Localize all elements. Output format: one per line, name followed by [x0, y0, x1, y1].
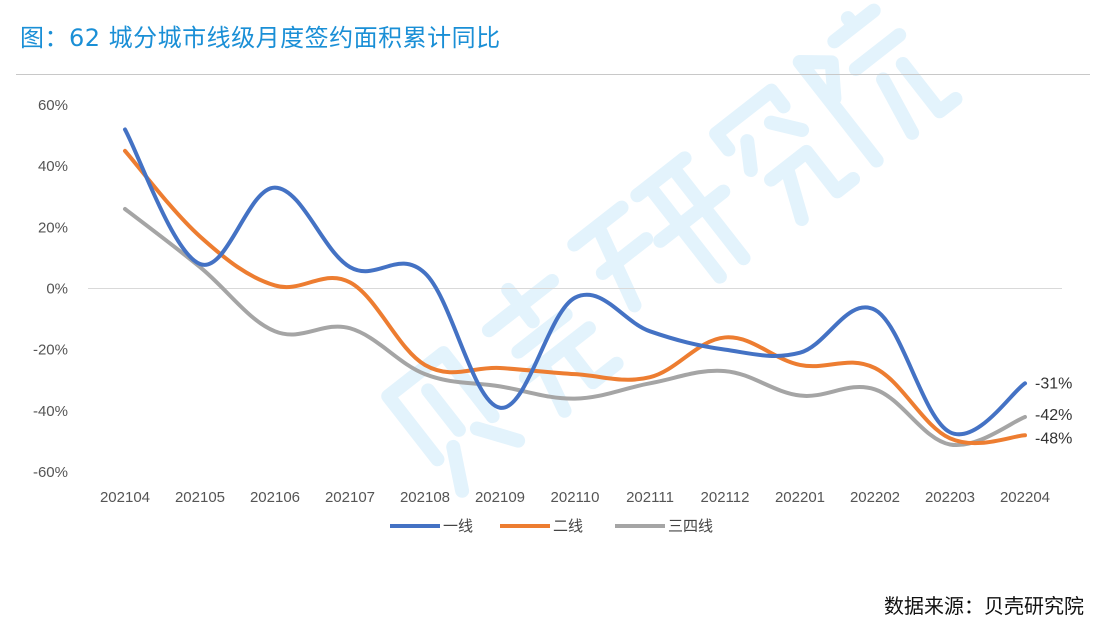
y-tick-label: 40%	[38, 158, 68, 175]
x-tick-label: 202202	[850, 489, 900, 506]
x-tick-label: 202112	[701, 489, 750, 506]
data-source: 数据来源：贝壳研究院	[884, 594, 1084, 618]
y-tick-label: 20%	[38, 219, 68, 236]
end-data-label: -42%	[1035, 407, 1072, 424]
legend-label: 二线	[553, 517, 583, 535]
chart-title: 图：62 城分城市线级月度签约面积累计同比	[20, 24, 501, 52]
x-tick-label: 202106	[250, 489, 300, 506]
x-tick-label: 202104	[100, 489, 150, 506]
title-divider	[16, 74, 1090, 75]
x-tick-label: 202108	[400, 489, 450, 506]
end-data-label: -48%	[1035, 430, 1072, 447]
x-tick-label: 202107	[325, 489, 375, 506]
x-tick-label: 202111	[626, 489, 674, 506]
y-tick-label: 60%	[38, 97, 68, 114]
y-tick-label: -60%	[33, 464, 68, 481]
y-tick-label: 0%	[46, 281, 68, 298]
x-tick-label: 202110	[551, 489, 600, 506]
y-tick-label: -20%	[33, 342, 68, 359]
x-tick-label: 202201	[775, 489, 825, 506]
x-tick-label: 202204	[1000, 489, 1050, 506]
x-tick-label: 202105	[175, 489, 225, 506]
x-tick-label: 202203	[925, 489, 975, 506]
x-tick-label: 202109	[475, 489, 525, 506]
y-tick-label: -40%	[33, 403, 68, 420]
legend-label: 一线	[443, 517, 473, 535]
end-data-label: -31%	[1035, 375, 1072, 392]
legend-label: 三四线	[668, 517, 713, 535]
